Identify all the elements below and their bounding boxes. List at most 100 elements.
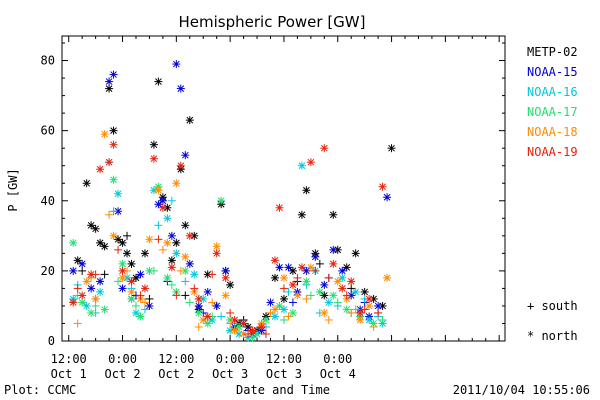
x-tick-label-time: 12:00 xyxy=(158,352,194,366)
north-point-noaa-18 xyxy=(181,252,190,261)
south-point-metp-02 xyxy=(347,284,356,293)
south-point-noaa-18 xyxy=(302,294,311,303)
north-point-noaa-19 xyxy=(140,284,149,293)
north-point-noaa-19 xyxy=(248,326,257,335)
south-point-noaa-17 xyxy=(306,291,315,300)
x-tick-label-time: 0:00 xyxy=(108,352,137,366)
north-point-noaa-19 xyxy=(329,259,338,268)
south-point-noaa-19 xyxy=(73,284,82,293)
south-point-noaa-19 xyxy=(374,308,383,317)
south-point-noaa-19 xyxy=(136,291,145,300)
north-point-noaa-19 xyxy=(149,154,158,163)
north-point-noaa-16 xyxy=(96,287,105,296)
legend: METP-02 NOAA-15 NOAA-16 NOAA-17 NOAA-18 NOAA-… xyxy=(527,45,578,343)
x-axis-label: Date and Time xyxy=(236,383,330,397)
north-point-metp-02 xyxy=(96,238,105,247)
x-tick-label-date: Oct 2 xyxy=(104,367,140,381)
north-point-noaa-15 xyxy=(136,270,145,279)
south-point-noaa-17 xyxy=(114,277,123,286)
north-point-noaa-19 xyxy=(230,315,239,324)
south-point-noaa-19 xyxy=(311,266,320,275)
north-point-noaa-15 xyxy=(96,277,105,286)
north-point-noaa-19 xyxy=(203,312,212,321)
north-point-metp-02 xyxy=(226,280,235,289)
north-point-metp-02 xyxy=(82,179,91,188)
north-point-noaa-17 xyxy=(127,294,136,303)
north-point-noaa-15 xyxy=(338,266,347,275)
north-point-noaa-18 xyxy=(91,294,100,303)
south-point-noaa-19 xyxy=(342,291,351,300)
north-point-noaa-18 xyxy=(145,235,154,244)
north-point-metp-02 xyxy=(91,224,100,233)
south-point-noaa-16 xyxy=(284,287,293,296)
north-point-noaa-15 xyxy=(347,291,356,300)
legend-item-noaa-15: NOAA-15 xyxy=(527,65,578,79)
north-point-noaa-17 xyxy=(194,308,203,317)
south-point-noaa-19 xyxy=(190,284,199,293)
north-point-noaa-19 xyxy=(87,270,96,279)
north-point-noaa-17 xyxy=(262,315,271,324)
south-point-noaa-18 xyxy=(176,266,185,275)
north-point-noaa-17 xyxy=(69,238,78,247)
x-tick-label-time: 0:00 xyxy=(216,352,245,366)
north-point-metp-02 xyxy=(154,77,163,86)
north-point-metp-02 xyxy=(288,266,297,275)
north-point-noaa-19 xyxy=(306,158,315,167)
north-point-noaa-15 xyxy=(275,263,284,272)
south-point-noaa-19 xyxy=(172,291,181,300)
north-point-noaa-18 xyxy=(320,308,329,317)
north-point-metp-02 xyxy=(172,238,181,247)
south-point-noaa-15 xyxy=(288,298,297,307)
south-point-noaa-19 xyxy=(262,329,271,338)
north-point-metp-02 xyxy=(279,294,288,303)
south-point-noaa-18 xyxy=(266,308,275,317)
north-point-noaa-15 xyxy=(266,298,275,307)
south-point-noaa-18 xyxy=(158,245,167,254)
south-point-metp-02 xyxy=(145,294,154,303)
footer-plot-credit: Plot: CCMC xyxy=(4,383,76,397)
south-point-noaa-18 xyxy=(347,308,356,317)
north-point-noaa-15 xyxy=(105,77,114,86)
north-point-noaa-19 xyxy=(221,273,230,282)
north-point-metp-02 xyxy=(387,144,396,153)
x-tick-label-date: Oct 2 xyxy=(158,367,194,381)
south-point-noaa-18 xyxy=(105,210,114,219)
y-tick-label: 0 xyxy=(48,334,55,348)
north-point-noaa-16 xyxy=(131,308,140,317)
north-point-noaa-18 xyxy=(383,273,392,282)
north-point-noaa-19 xyxy=(109,140,118,149)
north-point-metp-02 xyxy=(302,186,311,195)
y-tick-label: 60 xyxy=(41,124,55,138)
north-point-noaa-19 xyxy=(78,291,87,300)
north-point-noaa-19 xyxy=(105,158,114,167)
north-point-metp-02 xyxy=(140,249,149,258)
south-point-noaa-16 xyxy=(217,312,226,321)
north-point-noaa-18 xyxy=(163,238,172,247)
south-point-noaa-17 xyxy=(279,315,288,324)
north-point-noaa-15 xyxy=(212,301,221,310)
y-tick-label: 80 xyxy=(41,54,55,68)
north-point-noaa-19 xyxy=(118,266,127,275)
legend-item-noaa-19: NOAA-19 xyxy=(527,145,578,159)
x-tick-label-date: Oct 4 xyxy=(320,367,356,381)
north-point-noaa-18 xyxy=(221,291,230,300)
north-point-noaa-15 xyxy=(176,84,185,93)
north-point-noaa-18 xyxy=(172,179,181,188)
north-point-metp-02 xyxy=(118,238,127,247)
north-point-metp-02 xyxy=(87,221,96,230)
north-point-noaa-19 xyxy=(365,294,374,303)
north-point-noaa-15 xyxy=(194,301,203,310)
south-point-metp-02 xyxy=(181,291,190,300)
south-point-noaa-19 xyxy=(244,329,253,338)
north-point-noaa-17 xyxy=(217,196,226,205)
south-point-noaa-16 xyxy=(167,196,176,205)
north-point-noaa-16 xyxy=(351,287,360,296)
north-point-noaa-15 xyxy=(87,284,96,293)
south-point-noaa-18 xyxy=(324,315,333,324)
north-point-noaa-18 xyxy=(365,301,374,310)
north-point-noaa-19 xyxy=(127,277,136,286)
north-point-noaa-17 xyxy=(78,298,87,307)
north-point-metp-02 xyxy=(360,287,369,296)
south-point-metp-02 xyxy=(78,266,87,275)
x-tick-label-time: 0:00 xyxy=(323,352,352,366)
